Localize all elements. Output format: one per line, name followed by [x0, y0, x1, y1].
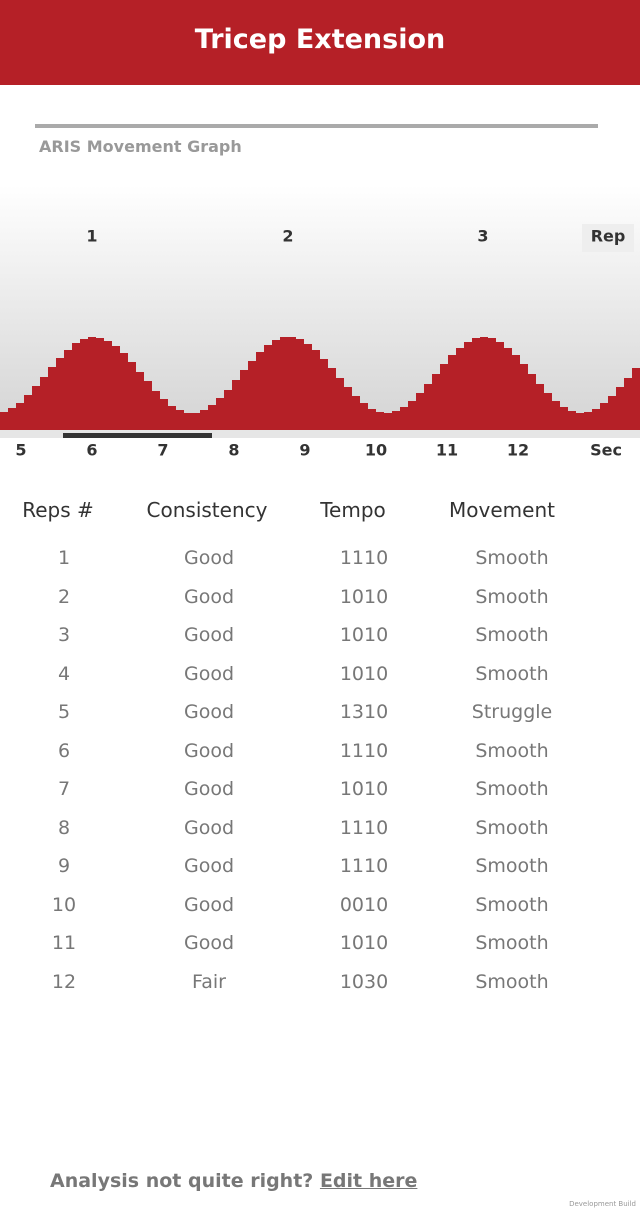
table-cell: Fair [192, 970, 226, 993]
table-cell: Smooth [475, 624, 549, 646]
edit-link[interactable]: Edit here [319, 1170, 418, 1192]
table-cell: 1010 [339, 662, 389, 685]
table-cell: 3 [57, 624, 71, 646]
sec-label: 9 [299, 441, 310, 460]
sec-label: 6 [86, 441, 97, 460]
table-cell: 7 [57, 778, 71, 800]
sec-label: 11 [436, 441, 458, 460]
table-cell: Good [183, 893, 235, 916]
table-cell: 10 [51, 893, 77, 916]
table-cell: Good [183, 585, 235, 608]
table-cell: 1030 [339, 970, 389, 993]
sec-label: 10 [365, 441, 387, 460]
table-cell: Smooth [475, 585, 549, 608]
table-cell: Good [183, 855, 235, 877]
rep-label: 2 [282, 227, 293, 246]
column-header: Tempo [320, 498, 386, 522]
table-cell: 6 [57, 739, 71, 762]
table-cell: 1010 [339, 778, 389, 800]
table-cell: Struggle [471, 701, 553, 723]
table-cell: 11 [51, 932, 77, 954]
footer-text: Analysis not quite right? [50, 1170, 314, 1192]
table-cell: 1110 [339, 739, 389, 762]
table-cell: 2 [57, 585, 71, 608]
table-cell: Good [183, 701, 235, 723]
table-cell: Good [183, 816, 235, 839]
table-cell: Good [183, 932, 235, 954]
rep-unit-box [582, 224, 634, 252]
table-cell: Smooth [475, 970, 549, 993]
table-cell: 9 [57, 855, 71, 877]
sec-label: 12 [507, 441, 529, 460]
timeline-window[interactable] [63, 433, 212, 438]
rep-label: 3 [477, 227, 488, 246]
divider [35, 124, 598, 128]
sec-label: 7 [157, 441, 168, 460]
table-cell: Good [183, 624, 235, 646]
table-cell: 8 [57, 816, 71, 839]
table-cell: Smooth [475, 662, 549, 685]
sec-unit: Sec [590, 441, 622, 460]
table-cell: Smooth [475, 778, 549, 800]
table-cell: 1110 [339, 547, 389, 569]
table-cell: Smooth [475, 893, 549, 916]
table-cell: Good [183, 662, 235, 685]
table-cell: 1310 [339, 701, 389, 723]
table-cell: Good [183, 739, 235, 762]
table-cell: Smooth [475, 816, 549, 839]
table-cell: Smooth [475, 547, 549, 569]
table-cell: Smooth [475, 855, 549, 877]
table-cell: 1010 [339, 585, 389, 608]
table-cell: 4 [57, 662, 71, 685]
rep-unit: Rep [591, 227, 626, 246]
table-cell: 1110 [339, 855, 389, 877]
column-header: Consistency [146, 498, 268, 522]
table-cell: 1110 [339, 816, 389, 839]
table-cell: Good [183, 778, 235, 800]
column-header: Movement [449, 498, 555, 522]
sec-label: 5 [15, 441, 26, 460]
table-cell: 1 [57, 547, 71, 569]
graph-title: ARIS Movement Graph [39, 137, 242, 156]
footer: Analysis not quite right? Edit here [50, 1170, 417, 1192]
table-cell: 12 [51, 970, 77, 993]
build-label: Development Build [569, 1200, 636, 1208]
table-cell: 1010 [339, 932, 389, 954]
table-cell: Smooth [475, 932, 549, 954]
table-cell: Good [183, 547, 235, 569]
table-cell: Smooth [475, 739, 549, 762]
table-cell: 0010 [339, 893, 389, 916]
table-cell: 1010 [339, 624, 389, 646]
column-header: Reps # [22, 498, 94, 522]
rep-label: 1 [86, 227, 97, 246]
header-title: Tricep Extension [0, 0, 640, 85]
timeline [0, 430, 640, 438]
movement-wave [0, 337, 640, 430]
table-cell: 5 [57, 701, 71, 723]
sec-label: 8 [228, 441, 239, 460]
